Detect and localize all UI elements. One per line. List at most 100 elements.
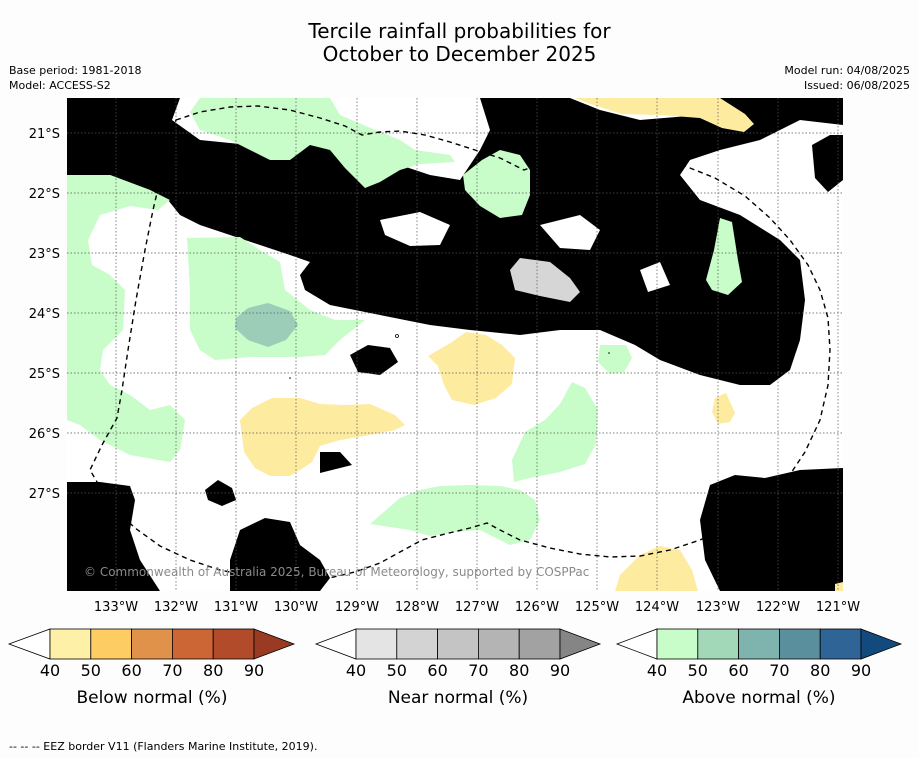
lon-label: 129°W bbox=[335, 600, 379, 615]
colorbar-segment bbox=[396, 628, 438, 660]
colorbar-title: Near normal (%) bbox=[388, 688, 528, 708]
colorbar-tick-label: 50 bbox=[688, 661, 708, 680]
colorbar-tick-label: 60 bbox=[728, 661, 748, 680]
below-normal-region-5 bbox=[615, 546, 698, 591]
colorbar-segment bbox=[779, 628, 821, 660]
near-normal-region-8 bbox=[812, 135, 843, 192]
near-normal-region-5 bbox=[205, 480, 236, 506]
colorbar-tick-label: 40 bbox=[40, 661, 60, 680]
colorbar-segment bbox=[49, 628, 92, 660]
above-normal-region-3 bbox=[187, 237, 365, 360]
colorbar-segment bbox=[656, 628, 699, 660]
island-marker-2 bbox=[289, 377, 291, 379]
colorbars: 40 50 60 70 80 90 Below normal (%) 40 50 60 70 80 90… bbox=[7, 628, 903, 708]
lat-label: 24°S bbox=[29, 307, 60, 322]
title-line-2: October to December 2025 bbox=[322, 42, 597, 66]
gridlines bbox=[67, 98, 843, 591]
colorbar-tick-label: 60 bbox=[427, 661, 447, 680]
near-normal-region-9 bbox=[768, 252, 790, 270]
near-normal-region-3 bbox=[230, 518, 330, 591]
lon-label: 127°W bbox=[455, 600, 499, 615]
lat-label: 23°S bbox=[29, 247, 60, 262]
colorbar-tick-label: 80 bbox=[509, 661, 529, 680]
lon-label: 125°W bbox=[575, 600, 619, 615]
colorbar-segment bbox=[171, 628, 214, 660]
colorbar-tick-label: 90 bbox=[550, 661, 570, 680]
above-normal-region-6 bbox=[598, 345, 632, 374]
lon-label: 121°W bbox=[816, 600, 860, 615]
eez-border bbox=[89, 105, 831, 581]
lon-label: 123°W bbox=[696, 600, 740, 615]
near-normal-region-2 bbox=[67, 482, 160, 591]
colorbar-tick-label: 40 bbox=[647, 661, 667, 680]
island-marker-1 bbox=[395, 334, 399, 338]
issued-date: Issued: 06/08/2025 bbox=[803, 79, 910, 92]
colorbar-segment bbox=[738, 628, 780, 660]
below-normal-region-4 bbox=[712, 393, 735, 424]
above-normal-region-7 bbox=[512, 382, 598, 482]
near-normal-region-7 bbox=[320, 452, 352, 473]
copyright-text: © Commonwealth of Australia 2025, Bureau… bbox=[84, 565, 589, 579]
colorbar-tick-label: 70 bbox=[468, 661, 488, 680]
colorbar-title: Below normal (%) bbox=[77, 688, 228, 708]
above-normal-regions bbox=[67, 98, 742, 545]
meta-left: Base period: 1981-2018 Model: ACCESS-S2 bbox=[9, 63, 141, 93]
lon-label: 122°W bbox=[756, 600, 800, 615]
meta-right: Model run: 04/08/2025 Issued: 06/08/2025 bbox=[784, 63, 910, 93]
colorbar-near: 40 50 60 70 80 90 Near normal (%) bbox=[314, 628, 602, 708]
colorbar-segment bbox=[131, 628, 173, 660]
colorbar-segment bbox=[90, 628, 133, 660]
above-normal-region-8 bbox=[370, 485, 540, 545]
colorbar-segment bbox=[212, 628, 255, 660]
below-normal-regions bbox=[240, 98, 843, 591]
colorbar-low-extension bbox=[7, 628, 51, 660]
colorbar-below: 40 50 60 70 80 90 Below normal (%) bbox=[7, 628, 296, 708]
colorbar-segment bbox=[819, 628, 862, 660]
lat-label: 27°S bbox=[29, 487, 60, 502]
above-normal-region-5 bbox=[706, 218, 742, 295]
colorbar-tick-label: 60 bbox=[121, 661, 141, 680]
lon-label: 133°W bbox=[94, 600, 138, 615]
model-name: Model: ACCESS-S2 bbox=[9, 79, 111, 92]
colorbar-above: 40 50 60 70 80 90 Above normal (%) bbox=[615, 628, 903, 708]
lon-label: 126°W bbox=[515, 600, 559, 615]
lat-label: 25°S bbox=[29, 367, 60, 382]
colorbar-tick-label: 70 bbox=[162, 661, 182, 680]
below-normal-region-1 bbox=[575, 98, 754, 132]
colorbar-segment bbox=[477, 628, 520, 660]
below-normal-region-6 bbox=[835, 582, 843, 591]
map-panel: © Commonwealth of Australia 2025, Bureau… bbox=[67, 98, 843, 591]
colorbar-low-extension bbox=[314, 628, 357, 660]
neutral-gap-2 bbox=[540, 215, 600, 250]
latitude-labels: 21°S 22°S 23°S 24°S 25°S 26°S 27°S bbox=[29, 127, 60, 502]
near-normal-region-6 bbox=[350, 345, 398, 375]
colorbar-low-extension bbox=[615, 628, 658, 660]
colorbar-segment bbox=[697, 628, 739, 660]
neutral-gaps bbox=[88, 205, 670, 292]
neutral-gap-4 bbox=[640, 262, 670, 292]
colorbar-high-extension bbox=[253, 628, 296, 660]
colorbar-segment bbox=[518, 628, 561, 660]
colorbar-high-extension bbox=[860, 628, 903, 660]
colorbar-tick-label: 40 bbox=[346, 661, 366, 680]
colorbar-tick-label: 90 bbox=[851, 661, 871, 680]
colorbar-segment bbox=[437, 628, 479, 660]
lat-label: 26°S bbox=[29, 427, 60, 442]
near-normal-region-4 bbox=[700, 468, 843, 591]
above-normal-region-2 bbox=[67, 175, 185, 462]
base-period: Base period: 1981-2018 bbox=[9, 64, 142, 77]
neutral-gap-3 bbox=[88, 205, 150, 250]
lon-label: 128°W bbox=[395, 600, 439, 615]
neutral-gap-1 bbox=[380, 212, 450, 246]
colorbar-tick-label: 70 bbox=[769, 661, 789, 680]
near-normal-region-10 bbox=[510, 258, 580, 302]
eez-footnote: -- -- -- EEZ border V11 (Flanders Marine… bbox=[9, 740, 318, 753]
colorbar-segment bbox=[355, 628, 398, 660]
colorbar-tick-label: 90 bbox=[244, 661, 264, 680]
lon-label: 132°W bbox=[154, 600, 198, 615]
colorbar-tick-label: 80 bbox=[203, 661, 223, 680]
island-marker-3 bbox=[608, 352, 610, 354]
lat-label: 22°S bbox=[29, 187, 60, 202]
model-run: Model run: 04/08/2025 bbox=[784, 64, 910, 77]
